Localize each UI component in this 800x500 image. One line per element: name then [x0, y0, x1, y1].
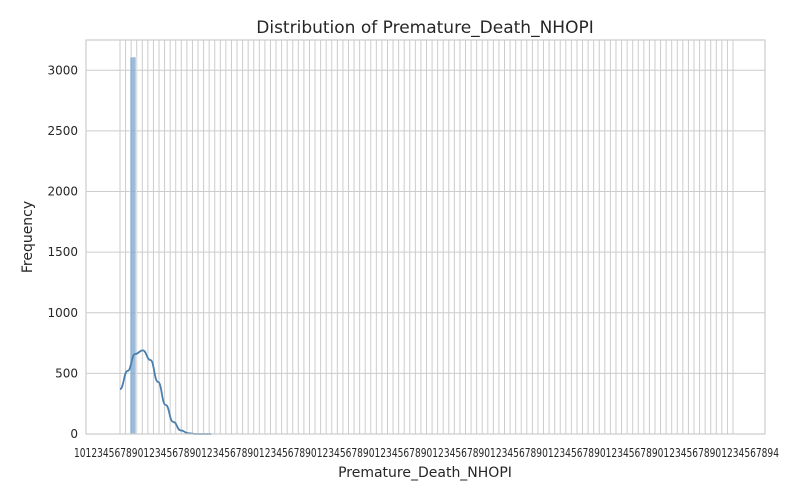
y-tick-labels: 0 500 1000 1500 2000 2500 3000 — [47, 63, 78, 441]
y-tick-label: 1500 — [47, 245, 78, 259]
plot-frame — [85, 39, 766, 435]
x-axis-label: Premature_Death_NHOPI — [338, 465, 512, 481]
kde-curve — [119, 349, 212, 435]
chart-title: Distribution of Premature_Death_NHOPI — [256, 18, 593, 38]
y-tick-label: 3000 — [47, 63, 78, 77]
y-tick-label: 500 — [55, 366, 78, 380]
x-tick-labels-overlapping: 1012345678901234567890123456789012345678… — [74, 446, 779, 460]
y-gridlines — [86, 69, 765, 435]
y-axis-label: Frequency — [20, 201, 36, 273]
histogram-bar — [129, 56, 137, 435]
y-tick-label: 2000 — [47, 185, 78, 199]
x-gridlines — [119, 40, 734, 434]
y-tick-label: 1000 — [47, 306, 78, 320]
histogram-bars — [129, 56, 137, 435]
y-tick-label: 2500 — [47, 124, 78, 138]
x-tick-labels: 1012345678901234567890123456789012345678… — [74, 446, 779, 460]
y-tick-label: 0 — [70, 427, 78, 441]
